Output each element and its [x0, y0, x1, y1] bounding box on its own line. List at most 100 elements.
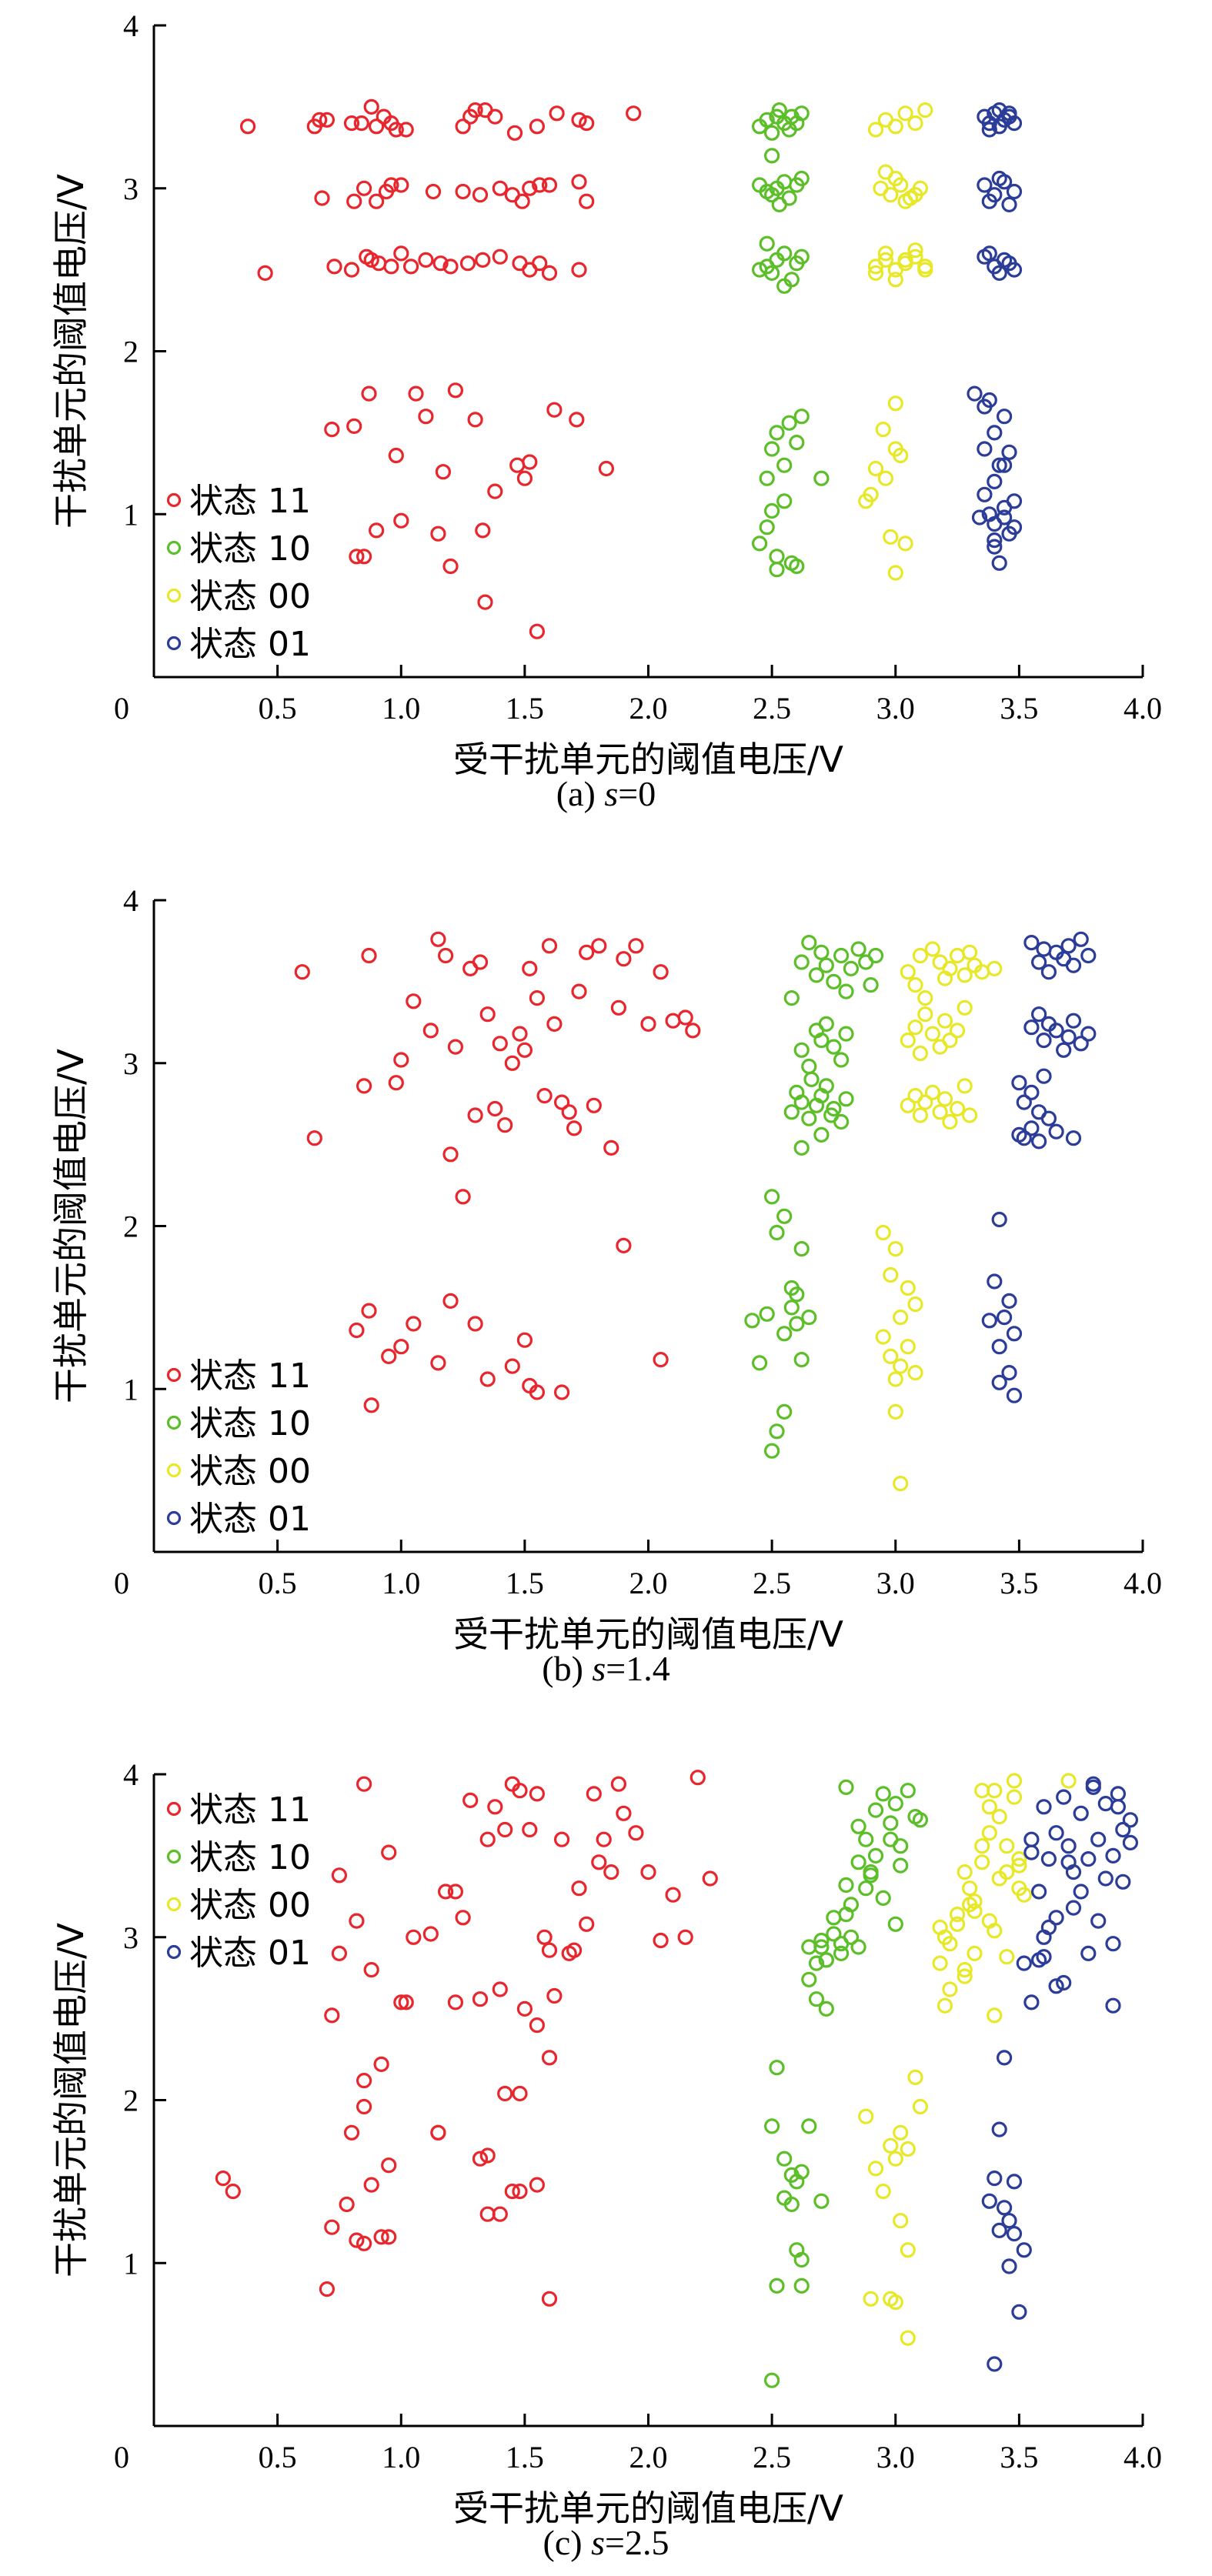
data-point	[1006, 1789, 1023, 1805]
data-point	[967, 385, 983, 402]
data-point	[957, 1864, 973, 1880]
data-point	[981, 245, 997, 262]
series-0	[294, 931, 701, 1413]
data-point	[801, 1058, 817, 1075]
data-point	[793, 249, 810, 265]
data-point	[769, 1423, 785, 1440]
data-point	[522, 1821, 538, 1838]
data-point	[349, 1913, 365, 1929]
data-point	[763, 125, 780, 141]
data-point	[346, 418, 362, 435]
data-point	[529, 1384, 546, 1400]
data-point	[1060, 1838, 1077, 1854]
data-point	[1011, 1075, 1027, 1091]
data-point	[569, 412, 585, 428]
data-point	[1016, 2242, 1032, 2258]
data-point	[793, 2251, 810, 2268]
data-point	[541, 177, 558, 193]
data-point	[1040, 1851, 1057, 1867]
data-point	[442, 558, 459, 575]
data-point	[363, 1962, 379, 1978]
data-point	[900, 2330, 916, 2346]
chart-panel-c: 0 0.5 1.0 1.5 2.0 2.5 3.0 3.5 4.0 1 2 3 4 受干扰单元的阈值电压/…	[50, 1757, 1162, 2529]
data-point	[875, 1786, 891, 1802]
data-point	[418, 409, 434, 425]
data-point	[763, 2372, 780, 2388]
data-point	[838, 1779, 854, 1795]
data-point	[1006, 1326, 1023, 1342]
series-1	[751, 102, 830, 578]
x-tick-label: 1.0	[382, 691, 420, 726]
data-point	[1122, 1834, 1139, 1850]
data-point	[789, 1316, 805, 1332]
data-point	[912, 1045, 929, 1062]
y-tick-label: 3	[123, 1920, 139, 1955]
data-point	[887, 565, 903, 581]
data-point	[900, 2242, 916, 2258]
legend-marker	[166, 588, 182, 603]
data-point	[492, 2206, 508, 2222]
data-point	[942, 1032, 958, 1049]
x-tick-label: 0.5	[259, 1566, 297, 1600]
data-point	[1097, 1796, 1114, 1812]
legend-label: 状态 00	[189, 577, 311, 616]
series-1	[744, 934, 884, 1459]
data-point	[442, 1146, 459, 1163]
legend-marker	[166, 540, 182, 556]
data-point	[381, 2229, 397, 2245]
data-point	[363, 1397, 379, 1413]
legend-label: 状态 10	[189, 529, 311, 569]
data-point	[776, 278, 793, 294]
data-point	[1036, 1068, 1052, 1084]
data-point	[435, 464, 452, 480]
data-point	[504, 2184, 520, 2200]
data-point	[381, 1844, 397, 1860]
data-point	[467, 412, 483, 428]
data-point	[591, 1854, 607, 1870]
y-tick-label: 2	[123, 335, 139, 369]
data-point	[900, 1339, 916, 1355]
data-point	[1023, 1994, 1040, 2010]
data-point	[356, 1078, 372, 1094]
data-point	[1006, 1773, 1023, 1789]
data-point	[808, 1955, 825, 1971]
data-point	[455, 1910, 471, 1926]
data-point	[685, 1023, 701, 1039]
data-point	[759, 519, 775, 536]
data-point	[571, 174, 587, 190]
y-axis-title: 干扰单元的阈值电压/V	[50, 1048, 92, 1403]
data-point	[987, 2356, 1003, 2372]
legend-label: 状态 00	[189, 1886, 311, 1925]
data-point	[393, 1994, 409, 2010]
data-point	[1030, 1133, 1047, 1150]
data-point	[1036, 1799, 1052, 1815]
data-point	[331, 1867, 347, 1884]
data-point	[1048, 1123, 1064, 1140]
legend-marker	[166, 1897, 182, 1912]
data-point	[529, 2017, 546, 2034]
param-value: =1.4	[606, 1649, 670, 1688]
data-point	[306, 1130, 322, 1146]
legend-marker	[166, 1849, 182, 1864]
data-point	[897, 536, 913, 552]
data-point	[522, 960, 538, 977]
legend-label: 状态 01	[189, 625, 311, 664]
data-point	[949, 1023, 966, 1039]
data-point	[883, 187, 899, 203]
data-point	[981, 2193, 997, 2209]
data-point	[769, 2060, 785, 2076]
data-point	[763, 502, 780, 519]
y-tick-label: 3	[123, 1046, 139, 1081]
data-point	[783, 1104, 800, 1120]
data-point	[763, 265, 780, 281]
data-point	[477, 594, 493, 610]
data-point	[838, 1026, 854, 1042]
legend-label: 状态 11	[189, 1356, 311, 1396]
data-point	[408, 385, 424, 402]
data-point	[818, 957, 834, 973]
data-point	[1016, 1094, 1032, 1110]
data-point	[361, 1303, 377, 1319]
param-value: =0	[618, 774, 656, 813]
data-point	[314, 190, 330, 206]
data-point	[665, 1887, 681, 1903]
